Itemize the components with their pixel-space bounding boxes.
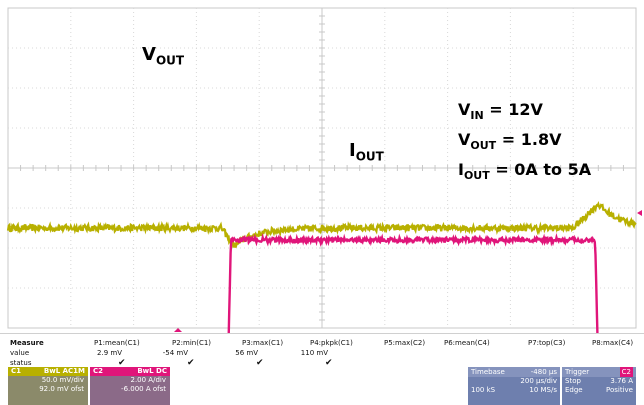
measure-status-row: status ✔ ✔ ✔ ✔ (0, 358, 644, 368)
measure-panel: Measure P1:mean(C1) P2:min(C1) P3:max(C1… (0, 333, 644, 405)
trigger-mode: Stop (565, 377, 581, 385)
c2-name: C2 (93, 367, 104, 375)
value-row-label: value (10, 349, 30, 357)
param-p1[interactable]: P1:mean(C1) (94, 339, 140, 347)
status-check-icon: ✔ (256, 358, 264, 368)
trigger-position-marker (174, 328, 182, 332)
param-p8[interactable]: P8:max(C4) (592, 339, 634, 347)
param-p4[interactable]: P4:pkpk(C1) (310, 339, 353, 347)
trigger-level: 3.76 A (610, 377, 633, 385)
value-p1: 2.9 mV (97, 349, 122, 357)
value-p4: 110 mV (300, 349, 328, 357)
c2-scale: 2.00 A/div (130, 376, 167, 384)
timebase-rate: 10 MS/s (529, 386, 557, 394)
channel-c1-descriptor[interactable]: C1 BwL AC1M 50.0 mV/div 92.0 mV ofst (8, 367, 88, 405)
c1-offset: 92.0 mV ofst (39, 385, 84, 393)
timebase-delay: -480 µs (530, 368, 557, 376)
status-check-icon: ✔ (325, 358, 333, 368)
trigger-level-marker (637, 210, 642, 216)
measure-value-row: value 2.9 mV -54 mV 56 mV 110 mV (0, 348, 644, 358)
status-check-icon: ✔ (187, 358, 195, 368)
status-check-icon: ✔ (118, 358, 126, 368)
c2-flags: BwL DC (137, 367, 167, 375)
trigger-type: Edge (565, 386, 583, 394)
value-p3: 56 mV (235, 349, 258, 357)
param-p2[interactable]: P2:min(C1) (172, 339, 212, 347)
timebase-label: Timebase (471, 368, 505, 376)
status-row-label: status (10, 359, 32, 367)
c1-flags: BwL AC1M (43, 367, 85, 375)
param-p6[interactable]: P6:mean(C4) (444, 339, 490, 347)
timebase-scale: 200 µs/div (520, 377, 557, 385)
c2-offset: -6.000 A ofst (121, 385, 166, 393)
measure-header-row: Measure P1:mean(C1) P2:min(C1) P3:max(C1… (0, 338, 644, 348)
vout-annotation: VOUT (142, 44, 185, 68)
trigger-descriptor[interactable]: Trigger C2 Stop 3.76 A Edge Positive (562, 367, 636, 405)
c1-scale: 50.0 mV/div (41, 376, 84, 384)
trigger-label: Trigger (565, 368, 590, 376)
waveform-area: C1 C2 (6, 7, 642, 379)
test-conditions: VIN = 12V VOUT = 1.8V IOUT = 0A to 5A (458, 100, 592, 183)
scope-display: C1 C2 (6, 7, 642, 379)
iout-annotation: IOUT (349, 140, 384, 164)
waveform-c1 (6, 201, 637, 248)
trigger-channel: C2 (619, 367, 633, 377)
channel-c2-descriptor[interactable]: C2 BwL DC 2.00 A/div -6.000 A ofst (90, 367, 170, 405)
measure-title: Measure (10, 339, 44, 347)
param-p5[interactable]: P5:max(C2) (384, 339, 426, 347)
param-p3[interactable]: P3:max(C1) (242, 339, 284, 347)
c1-name: C1 (11, 367, 22, 375)
timebase-descriptor[interactable]: Timebase -480 µs 200 µs/div 100 kS 10 MS/s (468, 367, 560, 405)
trigger-slope: Positive (606, 386, 633, 394)
value-p2: -54 mV (162, 349, 188, 357)
param-p7[interactable]: P7:top(C3) (528, 339, 566, 347)
channel-marker-c1: C1 (9, 225, 18, 233)
timebase-samples: 100 kS (471, 386, 496, 394)
